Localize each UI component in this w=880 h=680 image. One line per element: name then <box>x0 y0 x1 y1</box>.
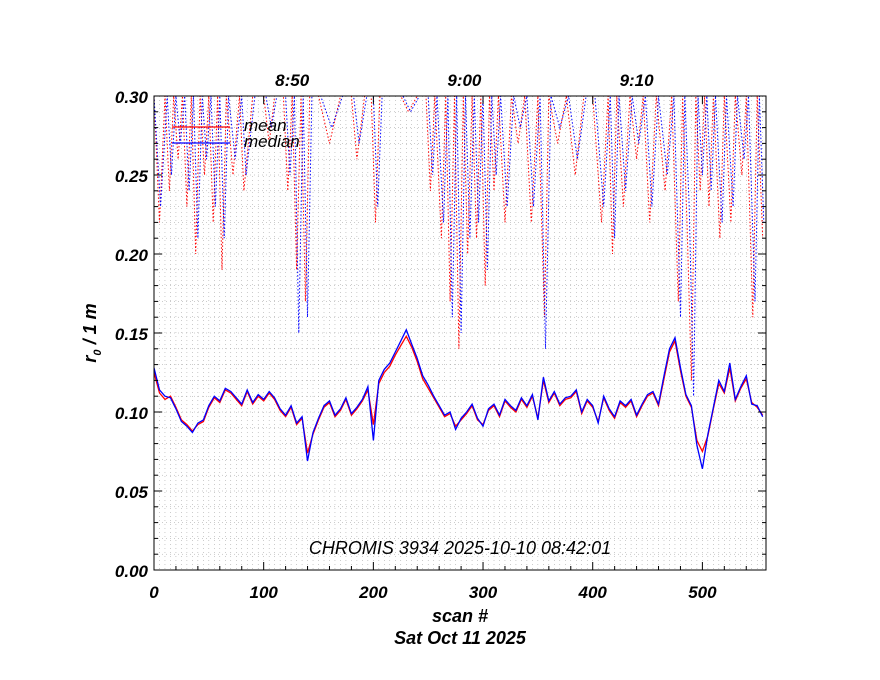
x-tick-label: 200 <box>358 583 388 602</box>
y-tick-label: 0.00 <box>115 562 149 581</box>
x-axis-title: scan # <box>432 606 488 626</box>
x-tick-label: 300 <box>469 583 498 602</box>
y-tick-label: 0.10 <box>115 404 149 423</box>
legend-label-mean: mean <box>244 116 287 135</box>
legend: mean median <box>172 116 300 151</box>
legend-label-median: median <box>244 132 300 151</box>
series-line-3 <box>154 96 765 397</box>
top-time-tick-label: 8:50 <box>275 71 310 90</box>
top-time-tick-label: 9:00 <box>447 71 482 90</box>
y-tick-label: 0.25 <box>115 167 149 186</box>
top-time-tick-label: 9:10 <box>620 71 655 90</box>
series-layer <box>154 96 765 470</box>
x-tick-label: 0 <box>149 583 159 602</box>
y-tick-label: 0.20 <box>115 246 149 265</box>
x-tick-label: 100 <box>249 583 278 602</box>
date-label: Sat Oct 11 2025 <box>394 628 527 648</box>
x-tick-label: 400 <box>578 583 608 602</box>
grid <box>153 95 766 571</box>
y-axis-title-r: r <box>80 355 100 363</box>
y-tick-label: 0.15 <box>115 325 149 344</box>
ticks: 0 100 200 300 400 500 0.00 0.05 0.10 0.15 0.20 0.25… <box>115 71 766 602</box>
instrument-annotation: CHROMIS 3934 2025-10-10 08:42:01 <box>309 538 611 558</box>
y-axis-title-subscript: 0 <box>92 349 104 356</box>
y-tick-label: 0.30 <box>115 88 149 107</box>
y-axis-title: r0 / 1 m <box>80 303 104 362</box>
x-tick-label: 500 <box>688 583 717 602</box>
y-axis-title-tail: / 1 m <box>80 303 100 349</box>
series-line-1 <box>154 328 764 470</box>
y-tick-label: 0.05 <box>115 483 149 502</box>
